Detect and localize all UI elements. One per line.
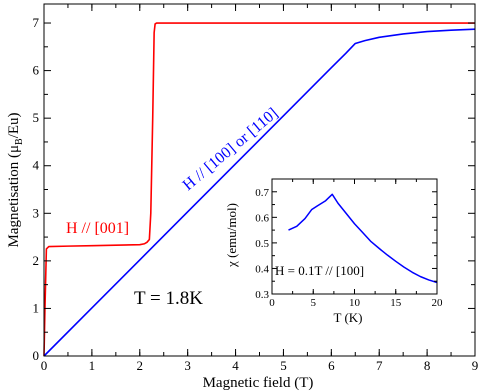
main-x-tick-label-3: 3 [184, 358, 191, 373]
red-series-label: H // [001] [66, 220, 129, 237]
main-y-tick-label-7: 7 [33, 15, 40, 30]
inset-y-tick-label-1: 0.4 [255, 263, 269, 275]
main-y-tick-label-4: 4 [33, 158, 40, 173]
inset-x-axis-title: T (K) [333, 310, 362, 325]
main-x-tick-label-4: 4 [232, 358, 239, 373]
inset-x-tick-label-3: 15 [390, 297, 402, 309]
main-series-line-0 [43, 22, 475, 357]
main-y-tick-label-1: 1 [33, 300, 40, 315]
inset-series-line-0 [288, 193, 438, 284]
main-x-tick-label-6: 6 [328, 358, 335, 373]
inset-background [260, 175, 438, 295]
main-y-tick-label-5: 5 [33, 110, 40, 125]
main-x-tick-label-0: 0 [41, 358, 48, 373]
main-y-tick-label-3: 3 [33, 205, 40, 220]
temperature-label: T = 1.8K [134, 288, 203, 309]
main-x-tick-label-8: 8 [424, 358, 431, 373]
inset-x-tick-label-0: 0 [269, 297, 275, 309]
inset-ticks-group: 0 5 10 15 20 0.3 0.4 0.5 0.6 0.7 [255, 178, 444, 309]
main-y-tick-label-2: 2 [33, 253, 40, 268]
main-x-tick-label-7: 7 [376, 358, 383, 373]
inset-y-tick-label-3: 0.6 [255, 212, 269, 224]
inset-y-tick-label-2: 0.5 [255, 238, 269, 250]
x-axis-title: Magnetic field (T) [203, 375, 314, 391]
main-y-tick-label-6: 6 [33, 63, 40, 78]
main-x-tick-label-2: 2 [137, 358, 144, 373]
inset-x-tick-label-2: 10 [349, 297, 361, 309]
inset-condition-label: H = 0.1T // [100] [275, 263, 364, 278]
inset-y-tick-label-0: 0.3 [255, 289, 269, 301]
main-x-tick-label-5: 5 [280, 358, 287, 373]
main-x-tick-label-1: 1 [89, 358, 96, 373]
main-ticks-group: 0 1 2 3 4 5 6 7 8 9 0 1 2 3 4 5 6 7 [33, 4, 479, 373]
inset-x-tick-label-4: 20 [432, 297, 444, 309]
inset-x-tick-label-1: 5 [311, 297, 317, 309]
inset-y-tick-label-4: 0.7 [255, 187, 269, 199]
inset-series-group [288, 193, 438, 284]
main-series-line-1 [43, 28, 476, 357]
main-y-tick-label-0: 0 [33, 348, 40, 363]
main-x-tick-label-9: 9 [472, 358, 479, 373]
main-series-group [43, 22, 476, 357]
inset-y-axis-title: χ (emu/mol) [224, 203, 239, 268]
y-axis-title: Magnetisation (μB/Eu) [6, 112, 25, 247]
